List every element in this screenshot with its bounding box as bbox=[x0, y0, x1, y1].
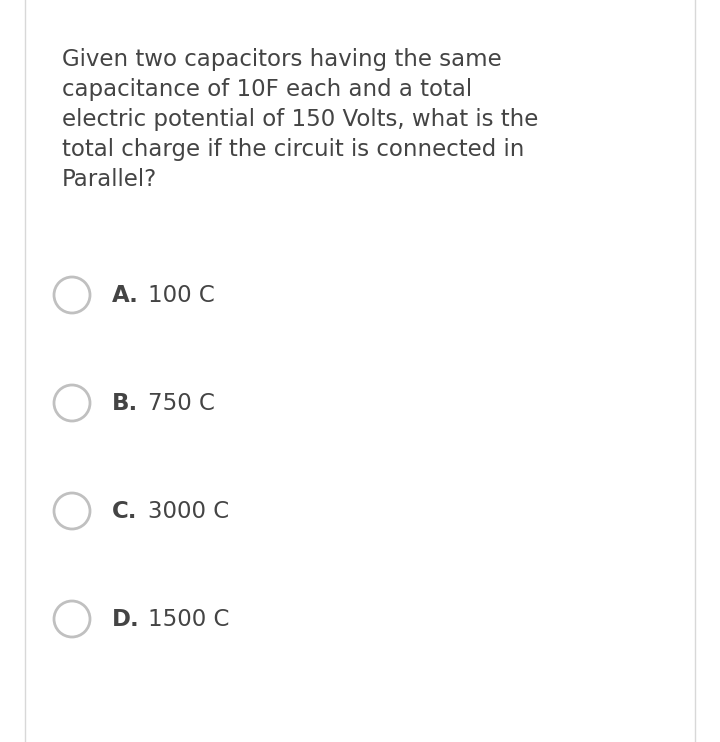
Text: Given two capacitors having the same: Given two capacitors having the same bbox=[62, 48, 502, 71]
Text: 1500 C: 1500 C bbox=[148, 608, 230, 631]
Ellipse shape bbox=[54, 385, 90, 421]
Text: C.: C. bbox=[112, 499, 138, 522]
Text: capacitance of 10F each and a total: capacitance of 10F each and a total bbox=[62, 78, 472, 101]
Ellipse shape bbox=[54, 601, 90, 637]
Text: A.: A. bbox=[112, 283, 139, 306]
Text: Parallel?: Parallel? bbox=[62, 168, 157, 191]
Text: total charge if the circuit is connected in: total charge if the circuit is connected… bbox=[62, 138, 524, 161]
Text: 3000 C: 3000 C bbox=[148, 499, 229, 522]
Text: 100 C: 100 C bbox=[148, 283, 215, 306]
Text: 750 C: 750 C bbox=[148, 392, 215, 415]
Ellipse shape bbox=[54, 277, 90, 313]
Text: B.: B. bbox=[112, 392, 138, 415]
Ellipse shape bbox=[54, 493, 90, 529]
Text: electric potential of 150 Volts, what is the: electric potential of 150 Volts, what is… bbox=[62, 108, 539, 131]
Text: D.: D. bbox=[112, 608, 140, 631]
